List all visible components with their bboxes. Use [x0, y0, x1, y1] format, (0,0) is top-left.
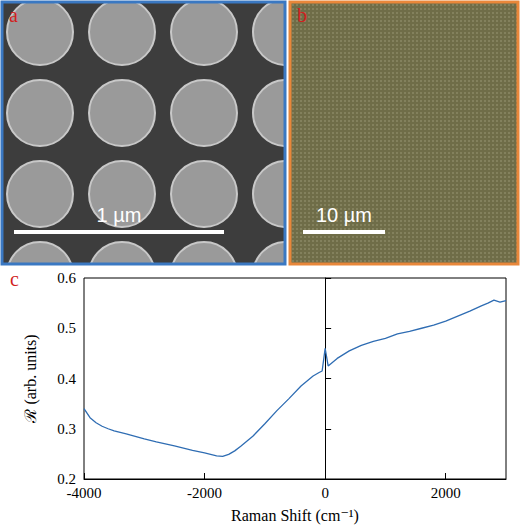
svg-text:0.6: 0.6 — [57, 270, 76, 286]
svg-text:1 µm: 1 µm — [97, 204, 142, 226]
svg-text:2000: 2000 — [431, 485, 461, 501]
svg-text:ℛ (arb. units): ℛ (arb. units) — [22, 334, 40, 423]
svg-text:10 µm: 10 µm — [316, 204, 372, 226]
svg-text:Raman Shift (cm⁻¹): Raman Shift (cm⁻¹) — [231, 507, 359, 525]
svg-text:0.3: 0.3 — [57, 421, 76, 437]
svg-text:0.2: 0.2 — [57, 471, 76, 487]
svg-text:-4000: -4000 — [67, 485, 102, 501]
html-text:c: c — [10, 268, 19, 290]
svg-text:0.4: 0.4 — [57, 371, 76, 387]
svg-text:b: b — [297, 4, 307, 26]
svg-text:-2000: -2000 — [187, 485, 222, 501]
svg-text:0: 0 — [321, 485, 329, 501]
svg-text:a: a — [9, 4, 18, 26]
svg-text:0.5: 0.5 — [57, 320, 76, 336]
